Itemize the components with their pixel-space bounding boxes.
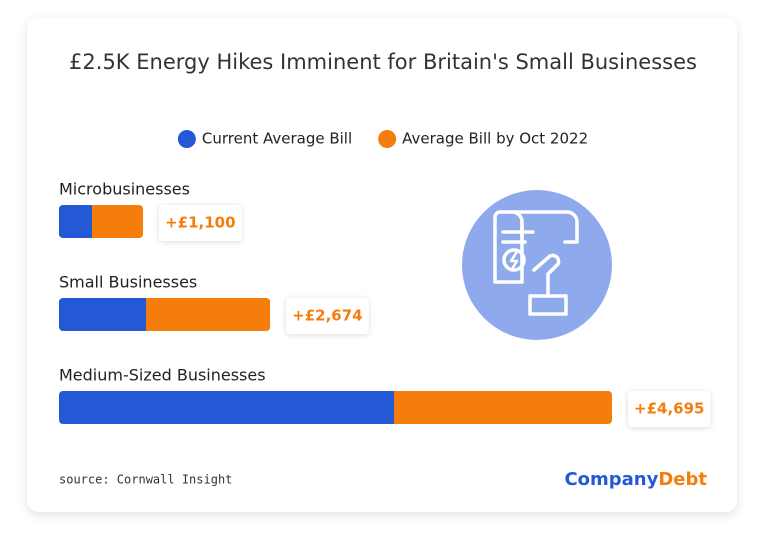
bar [146, 298, 271, 331]
card [27, 18, 737, 512]
brand: Company [564, 469, 658, 490]
bar [59, 298, 147, 331]
data-label: +£1,100 [165, 214, 235, 232]
legend-label: Current Average Bill [202, 130, 352, 148]
data-label-box [159, 205, 242, 241]
category-label: Small Businesses [59, 273, 197, 292]
bar [92, 205, 144, 238]
data-label: +£2,674 [292, 307, 362, 325]
category-label: Microbusinesses [59, 180, 190, 199]
bar [394, 391, 612, 424]
legend-marker [378, 130, 397, 148]
legend-marker [177, 130, 196, 148]
chart-title: £2.5K Energy Hikes Imminent for Britain'… [69, 50, 697, 74]
category-label: Medium-Sized Businesses [59, 366, 266, 385]
legend: Current Average Bill Average Bill by Oct … [177, 130, 588, 148]
data-label-box [286, 298, 369, 334]
legend-label: Average Bill by Oct 2022 [402, 130, 588, 148]
icon [462, 190, 612, 340]
bar [59, 391, 395, 424]
source: source: Cornwall Insight [59, 473, 232, 487]
brand: Debt [658, 469, 707, 490]
data-label-box [628, 391, 711, 427]
bar [59, 205, 93, 238]
data-label: +£4,695 [634, 400, 704, 418]
